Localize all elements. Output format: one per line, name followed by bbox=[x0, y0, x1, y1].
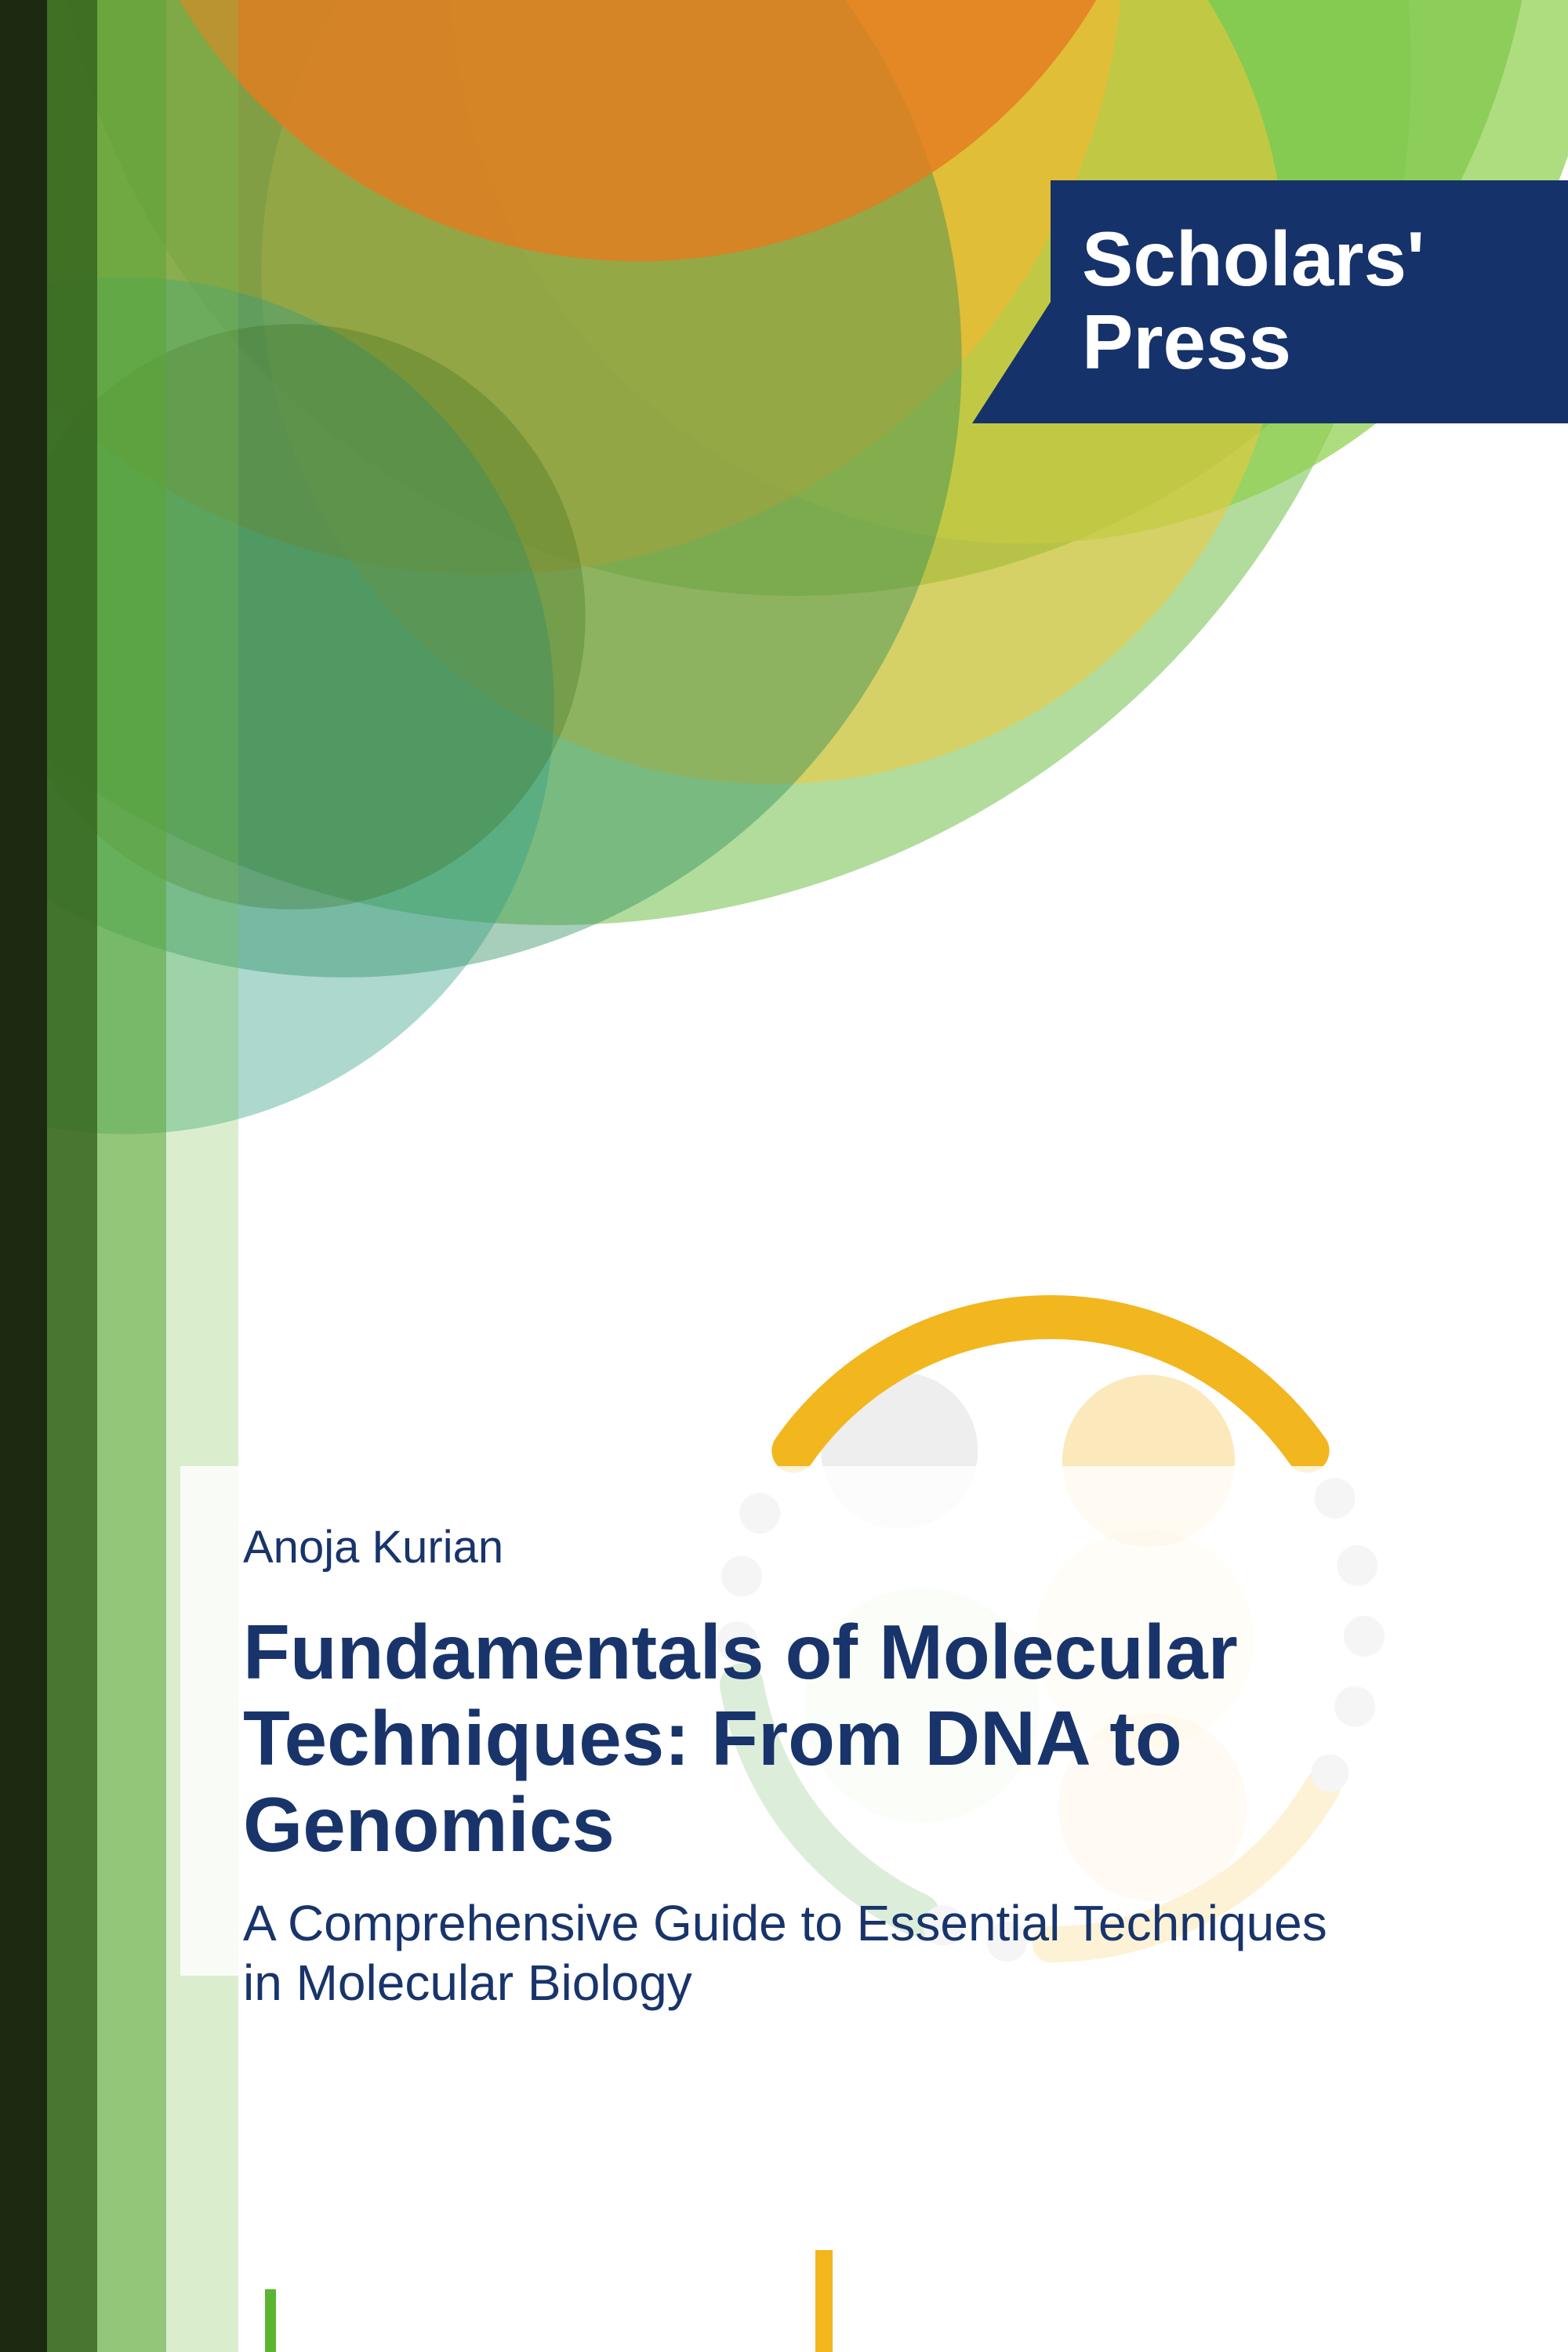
left-stripe-group bbox=[0, 0, 251, 2352]
publisher-badge: Scholars' Press bbox=[972, 180, 1568, 423]
book-cover: Scholars' Press Anoja Kurian Fundamental… bbox=[0, 0, 1568, 2352]
accent-stroke bbox=[815, 2250, 833, 2352]
accent-stroke bbox=[265, 2289, 276, 2352]
publisher-line2: Press bbox=[1082, 301, 1425, 384]
author-name: Anoja Kurian bbox=[243, 1521, 1356, 1573]
left-stripe bbox=[97, 0, 238, 2352]
title-block: Anoja Kurian Fundamentals of Molecular T… bbox=[243, 1521, 1356, 2013]
publisher-line1: Scholars' bbox=[1082, 218, 1425, 301]
left-stripe bbox=[0, 0, 47, 2352]
book-title: Fundamentals of Molecular Techniques: Fr… bbox=[243, 1610, 1356, 1867]
book-subtitle: A Comprehensive Guide to Essential Techn… bbox=[243, 1894, 1356, 2013]
publisher-name: Scholars' Press bbox=[1082, 218, 1425, 384]
left-stripe bbox=[47, 0, 97, 2352]
